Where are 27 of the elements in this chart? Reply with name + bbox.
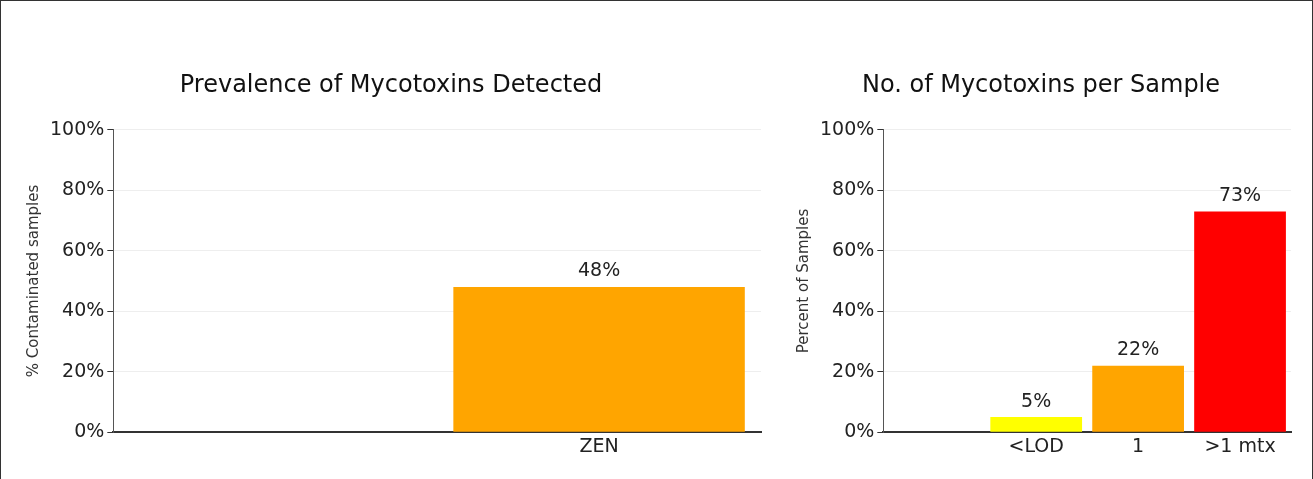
y-tick-label: 20% (62, 358, 105, 381)
chart-title: No. of Mycotoxins per Sample (861, 69, 1221, 98)
y-tick-label: 60% (832, 237, 875, 260)
y-tick-label: 60% (62, 237, 105, 260)
y-tick-label: 20% (832, 358, 875, 381)
y-tick-label: 80% (62, 177, 105, 200)
y-tick-label: 80% (832, 177, 875, 200)
data-label: 73% (1218, 182, 1262, 205)
y-tick-label: 0% (844, 419, 875, 442)
data-label: 5% (1021, 388, 1052, 411)
data-label: 48% (577, 258, 621, 281)
y-tick-label: 0% (74, 419, 105, 442)
y-tick-label: 100% (819, 116, 875, 139)
y-axis-title: Percent of Samples (793, 208, 812, 354)
y-tick-label: 40% (832, 298, 875, 321)
x-tick-label: >1 mtx (1204, 433, 1276, 456)
x-tick-label: <LOD (1008, 433, 1064, 456)
bar (1194, 211, 1286, 432)
bar (1092, 365, 1184, 432)
bar (990, 417, 1083, 432)
y-axis-title: % Contaminated samples (23, 184, 42, 378)
x-tick-label: 1 (1132, 433, 1145, 456)
data-label: 22% (1117, 337, 1160, 360)
chart-title: Prevalence of Mycotoxins Detected (179, 69, 603, 98)
y-tick-label: 100% (49, 116, 105, 139)
y-tick-label: 40% (62, 298, 105, 321)
x-tick-label: ZEN (579, 433, 619, 456)
